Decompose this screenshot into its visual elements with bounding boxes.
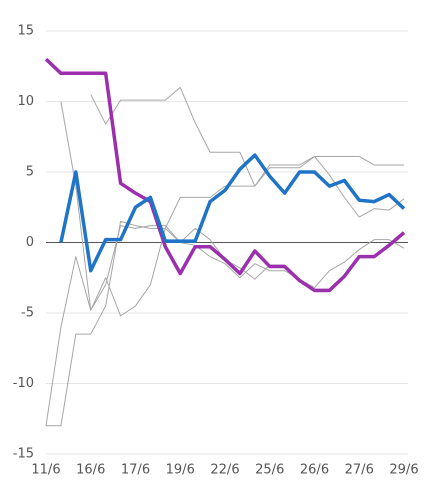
x-tick-label: 25/6 <box>255 463 284 478</box>
y-tick-label: -5 <box>21 306 34 321</box>
x-tick-label: 22/6 <box>210 463 239 478</box>
x-tick-label: 26/6 <box>300 463 329 478</box>
x-tick-label: 19/6 <box>166 463 195 478</box>
x-tick-label: 27/6 <box>345 463 374 478</box>
y-tick-label: -10 <box>13 376 34 391</box>
y-tick-label: 0 <box>26 235 34 250</box>
series-line <box>90 86 405 218</box>
y-tick-label: 10 <box>17 94 34 109</box>
y-tick-label: 5 <box>26 165 34 180</box>
series-line <box>46 220 405 427</box>
x-tick-label: 29/6 <box>389 463 418 478</box>
x-tick-label: 11/6 <box>31 463 60 478</box>
series-line <box>44 57 406 293</box>
x-tick-label: 16/6 <box>76 463 105 478</box>
series-line <box>59 153 406 273</box>
y-tick-label: -15 <box>13 447 34 462</box>
x-tick-label: 17/6 <box>121 463 150 478</box>
y-tick-label: 15 <box>17 24 34 39</box>
series-line <box>60 101 404 317</box>
